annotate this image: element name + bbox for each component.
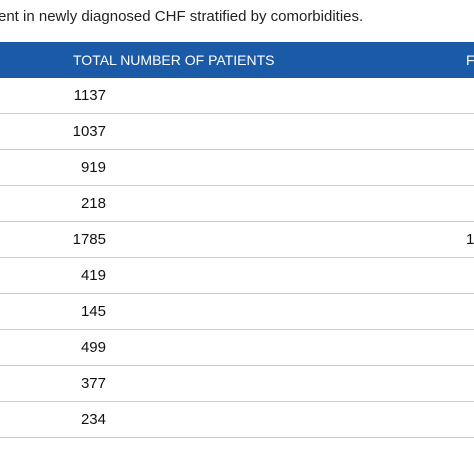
- table-cell: 419: [80, 267, 106, 284]
- table-row: 234: [0, 402, 474, 438]
- table-cell: 1: [466, 231, 474, 248]
- table-cell: 1785: [72, 231, 106, 248]
- table-row: 1137: [0, 78, 474, 114]
- table: TOTAL NUMBER OF PATIENTS F 1137 1037 919 218 1…: [0, 42, 474, 438]
- table-header: TOTAL NUMBER OF PATIENTS F: [0, 42, 474, 78]
- table-row: 1037: [0, 114, 474, 150]
- table-row: 218: [0, 186, 474, 222]
- table-cell: 145: [80, 303, 106, 320]
- table-row: 499: [0, 330, 474, 366]
- table-cell: 1137: [73, 87, 106, 104]
- header-cell: F: [466, 52, 474, 68]
- table-cell: 218: [80, 195, 106, 212]
- table-cell: 377: [80, 375, 106, 392]
- table-cell: 499: [80, 339, 106, 356]
- table-row: 919: [0, 150, 474, 186]
- table-row: 377: [0, 366, 474, 402]
- table-cell: 234: [80, 411, 106, 428]
- table-row: 1785 1: [0, 222, 474, 258]
- table-row: 419: [0, 258, 474, 294]
- table-cell: 1037: [72, 123, 106, 140]
- header-cell: TOTAL NUMBER OF PATIENTS: [73, 52, 275, 68]
- table-row: 145: [0, 294, 474, 330]
- table-caption: ent in newly diagnosed CHF stratified by…: [0, 8, 364, 25]
- table-cell: 919: [80, 159, 106, 176]
